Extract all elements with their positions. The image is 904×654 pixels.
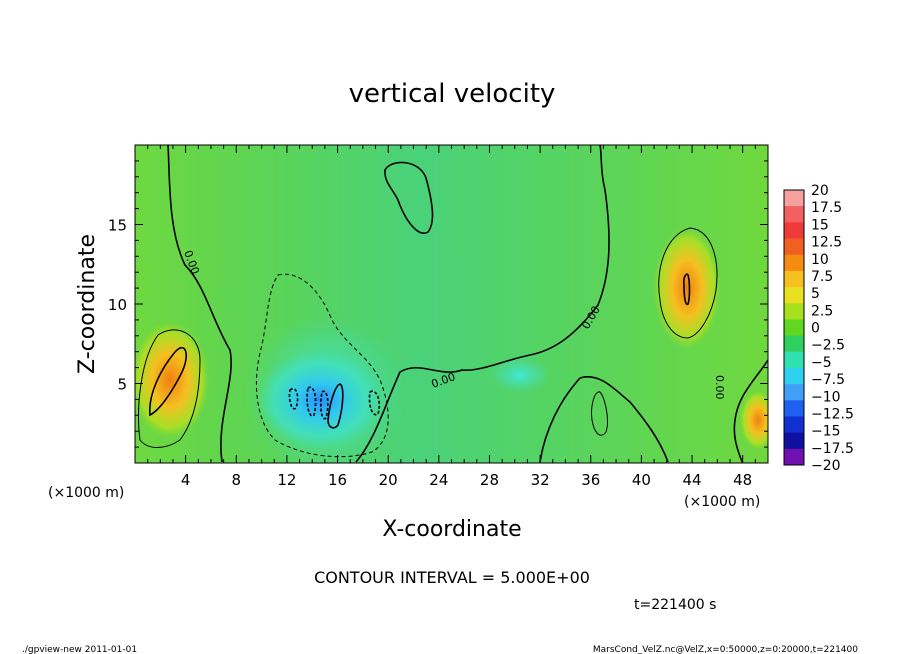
contour-label-far-right: 0.00: [713, 375, 726, 400]
colorbar-frame: [783, 189, 805, 466]
cool-region-small: [490, 357, 550, 393]
warm-contour-left: [149, 346, 187, 417]
warm-region-right: [653, 226, 721, 350]
y-tick-label: 10: [108, 296, 127, 314]
warm-region-left: [135, 320, 210, 440]
x-axis: 4 8 12 16 20 24 28 32 36 40 44 48: [134, 145, 769, 489]
colorbar-label: 15: [811, 217, 829, 233]
x-tick-label: 12: [277, 471, 296, 489]
negative-contour-outer: [255, 273, 389, 458]
contour-interval: CONTOUR INTERVAL = 5.000E+00: [314, 568, 590, 587]
x-tick-label: 8: [232, 471, 242, 489]
colorbar-label: −2.5: [811, 338, 845, 354]
x-tick-label: 40: [632, 471, 651, 489]
y-axis-title: Z-coordinate: [75, 234, 100, 374]
x-tick-label: 36: [581, 471, 600, 489]
colorbar-swatch: [784, 287, 804, 304]
x-unit-label-right: (×1000 m): [684, 494, 760, 510]
y-axis: 5 10 15: [108, 144, 768, 464]
x-tick-label: 20: [379, 471, 398, 489]
colorbar-label: −7.5: [811, 372, 845, 388]
negative-contour-cluster-4: [368, 390, 381, 416]
colorbar-swatch: [784, 319, 804, 337]
warm-contour-left-outer: [138, 329, 201, 448]
x-tick-label: 44: [682, 471, 701, 489]
colorbar-label: −5: [811, 355, 832, 371]
warm-region-edge: [740, 390, 768, 450]
colorbar-label: 17.5: [811, 200, 842, 216]
colorbar-swatch: [784, 270, 804, 288]
colorbar-swatch: [784, 303, 804, 320]
warm-contour-right-core: [683, 273, 691, 306]
colorbar-label: 7.5: [811, 269, 833, 285]
negative-contour-cluster-2: [306, 386, 317, 417]
y-tick-label: 5: [117, 376, 127, 394]
colorbar-swatch: [784, 254, 804, 272]
colorbar-label: −17.5: [811, 441, 854, 457]
colorbar-swatch: [784, 448, 804, 466]
colorbar-label: 10: [811, 252, 829, 268]
colorbar-label: −10: [811, 389, 841, 405]
footer-right: MarsCond_VelZ.nc@VelZ,x=0:50000,z=0:2000…: [593, 645, 858, 654]
colorbar-swatch: [784, 335, 804, 353]
colorbar-label: −15: [811, 424, 841, 440]
zero-contour-far-right: [733, 359, 768, 463]
colorbar-swatch: [784, 351, 804, 369]
zero-contour-left: [167, 145, 232, 463]
colorbar-swatch: [784, 367, 804, 385]
colorbar-swatch: [784, 222, 804, 240]
colorbar-swatch: [784, 238, 804, 256]
colorbar-swatch: [784, 432, 804, 450]
colorbar-swatch: [784, 400, 804, 417]
colorbar-label: −12.5: [811, 406, 854, 422]
zero-contour-upper: [384, 161, 434, 234]
colorbar-label: 5: [811, 286, 820, 302]
colorbar-swatch: [784, 206, 804, 223]
x-tick-label: 32: [531, 471, 550, 489]
x-tick-label: 4: [181, 471, 191, 489]
contour-small-right-loop: [591, 391, 608, 436]
colorbar-swatch: [784, 416, 804, 434]
colorbar-label: 12.5: [811, 235, 842, 251]
colorbar-swatch: [784, 384, 804, 401]
time-label: t=221400 s: [634, 597, 716, 613]
contour-small-loop: [327, 383, 344, 429]
x-tick-label: 16: [328, 471, 347, 489]
cool-region-core: [258, 352, 382, 448]
x-unit-label-left: (×1000 m): [48, 485, 124, 501]
chart-title: vertical velocity: [349, 79, 556, 109]
colorbar-label: −20: [811, 458, 841, 474]
negative-contour-cluster-3: [319, 390, 329, 420]
colorbar-label: 2.5: [811, 303, 833, 319]
footer-left: ./gpview-new 2011-01-01: [22, 645, 137, 654]
x-tick-label: 48: [733, 471, 752, 489]
colorbar-swatch: [784, 190, 804, 207]
negative-contour-cluster-1: [288, 388, 299, 410]
colorbar-label: 0: [811, 321, 820, 337]
zero-contour-right: [539, 376, 669, 463]
plot-area: [135, 145, 768, 463]
x-axis-title: X-coordinate: [382, 517, 521, 542]
x-tick-label: 24: [429, 471, 448, 489]
x-tick-label: 28: [480, 471, 499, 489]
colorbar-label: 20: [811, 183, 829, 199]
warm-contour-right-outer: [658, 227, 718, 339]
zero-contour-center: [355, 145, 610, 463]
y-tick-label: 15: [108, 217, 127, 235]
